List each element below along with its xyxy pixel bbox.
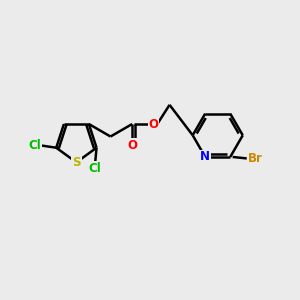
Text: Cl: Cl	[89, 162, 101, 176]
Text: Br: Br	[248, 152, 263, 165]
Text: N: N	[200, 151, 210, 164]
Text: O: O	[148, 118, 158, 130]
Text: O: O	[127, 139, 137, 152]
Text: Cl: Cl	[29, 139, 41, 152]
Text: S: S	[72, 156, 81, 169]
